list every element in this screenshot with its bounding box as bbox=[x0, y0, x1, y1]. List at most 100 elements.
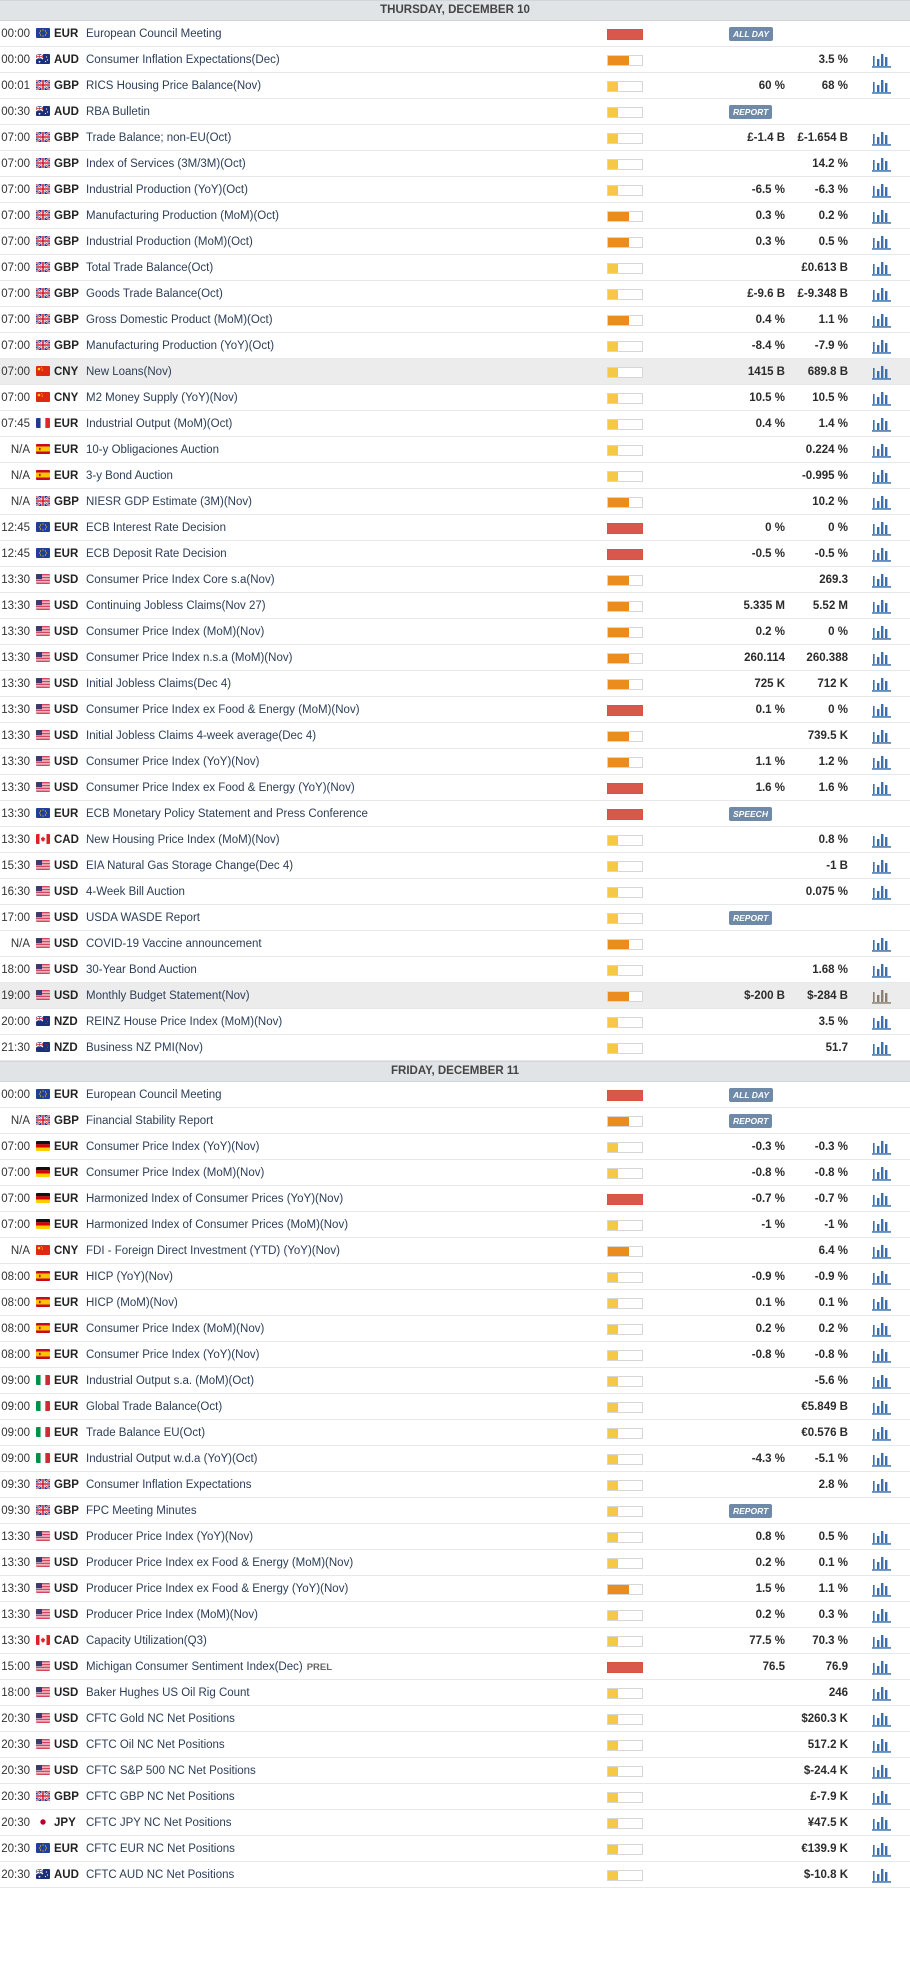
chart-icon[interactable] bbox=[872, 547, 892, 562]
chart-icon[interactable] bbox=[872, 1582, 892, 1597]
event-name[interactable]: Global Trade Balance(Oct) bbox=[86, 1394, 222, 1420]
event-row[interactable]: 19:00 USD Monthly Budget Statement(Nov) $-2… bbox=[0, 983, 910, 1009]
event-name[interactable]: NIESR GDP Estimate (3M)(Nov) bbox=[86, 489, 252, 515]
event-row[interactable]: 13:30 USD Consumer Price Index (YoY)(Nov) 1… bbox=[0, 749, 910, 775]
event-name[interactable]: Harmonized Index of Consumer Prices (MoM… bbox=[86, 1212, 348, 1238]
event-row[interactable]: N/A CNY FDI - Foreign Direct Investment (Y… bbox=[0, 1238, 910, 1264]
event-row[interactable]: 07:00 CNY M2 Money Supply (YoY)(Nov) 10.5 %… bbox=[0, 385, 910, 411]
event-name[interactable]: ECB Deposit Rate Decision bbox=[86, 541, 227, 567]
event-name[interactable]: 30-Year Bond Auction bbox=[86, 957, 197, 983]
event-name[interactable]: Business NZ PMI(Nov) bbox=[86, 1035, 203, 1061]
event-row[interactable]: 07:00 EUR Harmonized Index of Consumer Pri… bbox=[0, 1186, 910, 1212]
event-name[interactable]: M2 Money Supply (YoY)(Nov) bbox=[86, 385, 238, 411]
event-name[interactable]: Producer Price Index (YoY)(Nov) bbox=[86, 1524, 253, 1550]
chart-icon[interactable] bbox=[872, 1608, 892, 1623]
event-name[interactable]: HICP (YoY)(Nov) bbox=[86, 1264, 173, 1290]
event-row[interactable]: 00:00 EUR European Council Meeting ALL DAY bbox=[0, 21, 910, 47]
event-row[interactable]: 07:00 GBP Industrial Production (YoY)(Oct)… bbox=[0, 177, 910, 203]
event-name[interactable]: New Loans(Nov) bbox=[86, 359, 172, 385]
event-name[interactable]: Goods Trade Balance(Oct) bbox=[86, 281, 223, 307]
event-row[interactable]: 00:30 AUD RBA Bulletin REPORT bbox=[0, 99, 910, 125]
event-row[interactable]: 13:30 USD Producer Price Index (YoY)(Nov) 0… bbox=[0, 1524, 910, 1550]
chart-icon[interactable] bbox=[872, 885, 892, 900]
event-name[interactable]: COVID-19 Vaccine announcement bbox=[86, 931, 262, 957]
chart-icon[interactable] bbox=[872, 365, 892, 380]
chart-icon[interactable] bbox=[872, 1166, 892, 1181]
event-name[interactable]: CFTC S&P 500 NC Net Positions bbox=[86, 1758, 256, 1784]
event-row[interactable]: 13:30 USD Consumer Price Index (MoM)(Nov) 0… bbox=[0, 619, 910, 645]
event-name[interactable]: Consumer Inflation Expectations bbox=[86, 1472, 252, 1498]
event-name[interactable]: Index of Services (3M/3M)(Oct) bbox=[86, 151, 246, 177]
event-row[interactable]: 20:30 USD CFTC S&P 500 NC Net Positions $-2… bbox=[0, 1758, 910, 1784]
event-row[interactable]: 20:30 JPY CFTC JPY NC Net Positions ¥47.5 K bbox=[0, 1810, 910, 1836]
event-row[interactable]: 00:01 GBP RICS Housing Price Balance(Nov) 6… bbox=[0, 73, 910, 99]
event-row[interactable]: 13:30 CAD Capacity Utilization(Q3) 77.5 % 70… bbox=[0, 1628, 910, 1654]
chart-icon[interactable] bbox=[872, 1270, 892, 1285]
event-row[interactable]: 17:00 USD USDA WASDE Report REPORT bbox=[0, 905, 910, 931]
event-name[interactable]: Initial Jobless Claims 4-week average(De… bbox=[86, 723, 316, 749]
event-name[interactable]: Industrial Production (MoM)(Oct) bbox=[86, 229, 253, 255]
chart-icon[interactable] bbox=[872, 1244, 892, 1259]
chart-icon[interactable] bbox=[872, 781, 892, 796]
event-name[interactable]: New Housing Price Index (MoM)(Nov) bbox=[86, 827, 280, 853]
chart-icon[interactable] bbox=[872, 599, 892, 614]
event-row[interactable]: 13:30 USD Producer Price Index ex Food & E… bbox=[0, 1550, 910, 1576]
event-row[interactable]: 20:30 USD CFTC Oil NC Net Positions 517.2 K bbox=[0, 1732, 910, 1758]
chart-icon[interactable] bbox=[872, 1868, 892, 1883]
chart-icon[interactable] bbox=[872, 1400, 892, 1415]
event-row[interactable]: 18:00 USD 30-Year Bond Auction 1.68 % bbox=[0, 957, 910, 983]
event-row[interactable]: 13:30 USD Producer Price Index ex Food & E… bbox=[0, 1576, 910, 1602]
event-name[interactable]: Consumer Price Index ex Food & Energy (M… bbox=[86, 697, 360, 723]
event-name[interactable]: European Council Meeting bbox=[86, 21, 222, 47]
chart-icon[interactable] bbox=[872, 1556, 892, 1571]
event-row[interactable]: 12:45 EUR ECB Deposit Rate Decision -0.5 % -… bbox=[0, 541, 910, 567]
event-name[interactable]: FPC Meeting Minutes bbox=[86, 1498, 197, 1524]
event-row[interactable]: 20:00 NZD REINZ House Price Index (MoM)(No… bbox=[0, 1009, 910, 1035]
event-row[interactable]: 00:00 EUR European Council Meeting ALL DAY bbox=[0, 1082, 910, 1108]
event-name[interactable]: Consumer Price Index (YoY)(Nov) bbox=[86, 749, 259, 775]
event-name[interactable]: European Council Meeting bbox=[86, 1082, 222, 1108]
event-row[interactable]: 13:30 CAD New Housing Price Index (MoM)(No… bbox=[0, 827, 910, 853]
event-row[interactable]: 08:00 EUR Consumer Price Index (MoM)(Nov) 0… bbox=[0, 1316, 910, 1342]
chart-icon[interactable] bbox=[872, 287, 892, 302]
chart-icon[interactable] bbox=[872, 1322, 892, 1337]
chart-icon[interactable] bbox=[872, 1452, 892, 1467]
event-row[interactable]: N/A EUR 3-y Bond Auction -0.995 % bbox=[0, 463, 910, 489]
chart-icon[interactable] bbox=[872, 729, 892, 744]
event-name[interactable]: Consumer Inflation Expectations(Dec) bbox=[86, 47, 280, 73]
chart-icon[interactable] bbox=[872, 755, 892, 770]
event-name[interactable]: Industrial Production (YoY)(Oct) bbox=[86, 177, 248, 203]
event-name[interactable]: CFTC JPY NC Net Positions bbox=[86, 1810, 232, 1836]
event-row[interactable]: 07:00 GBP Gross Domestic Product (MoM)(Oct… bbox=[0, 307, 910, 333]
event-row[interactable]: 07:00 GBP Goods Trade Balance(Oct) £-9.6 B £… bbox=[0, 281, 910, 307]
chart-icon[interactable] bbox=[872, 1041, 892, 1056]
chart-icon[interactable] bbox=[872, 1634, 892, 1649]
event-name[interactable]: Producer Price Index ex Food & Energy (Y… bbox=[86, 1576, 348, 1602]
event-row[interactable]: 07:45 EUR Industrial Output (MoM)(Oct) 0.4 … bbox=[0, 411, 910, 437]
event-name[interactable]: Industrial Output w.d.a (YoY)(Oct) bbox=[86, 1446, 258, 1472]
event-row[interactable]: 07:00 GBP Index of Services (3M/3M)(Oct) 14… bbox=[0, 151, 910, 177]
chart-icon[interactable] bbox=[872, 1530, 892, 1545]
chart-icon[interactable] bbox=[872, 859, 892, 874]
event-name[interactable]: Industrial Output s.a. (MoM)(Oct) bbox=[86, 1368, 254, 1394]
chart-icon[interactable] bbox=[872, 443, 892, 458]
event-name[interactable]: Industrial Output (MoM)(Oct) bbox=[86, 411, 232, 437]
event-row[interactable]: 09:00 EUR Trade Balance EU(Oct) €0.576 B bbox=[0, 1420, 910, 1446]
event-name[interactable]: REINZ House Price Index (MoM)(Nov) bbox=[86, 1009, 282, 1035]
event-name[interactable]: USDA WASDE Report bbox=[86, 905, 200, 931]
event-name[interactable]: CFTC Oil NC Net Positions bbox=[86, 1732, 225, 1758]
chart-icon[interactable] bbox=[872, 625, 892, 640]
chart-icon[interactable] bbox=[872, 209, 892, 224]
chart-icon[interactable] bbox=[872, 313, 892, 328]
chart-icon[interactable] bbox=[872, 183, 892, 198]
chart-icon[interactable] bbox=[872, 1816, 892, 1831]
event-name[interactable]: HICP (MoM)(Nov) bbox=[86, 1290, 178, 1316]
event-row[interactable]: 13:30 USD Consumer Price Index ex Food & E… bbox=[0, 775, 910, 801]
event-row[interactable]: 07:00 EUR Consumer Price Index (MoM)(Nov) -… bbox=[0, 1160, 910, 1186]
chart-icon[interactable] bbox=[872, 833, 892, 848]
event-name[interactable]: Capacity Utilization(Q3) bbox=[86, 1628, 207, 1654]
event-name[interactable]: CFTC AUD NC Net Positions bbox=[86, 1862, 234, 1888]
event-name[interactable]: 4-Week Bill Auction bbox=[86, 879, 185, 905]
chart-icon[interactable] bbox=[872, 1426, 892, 1441]
chart-icon[interactable] bbox=[872, 495, 892, 510]
